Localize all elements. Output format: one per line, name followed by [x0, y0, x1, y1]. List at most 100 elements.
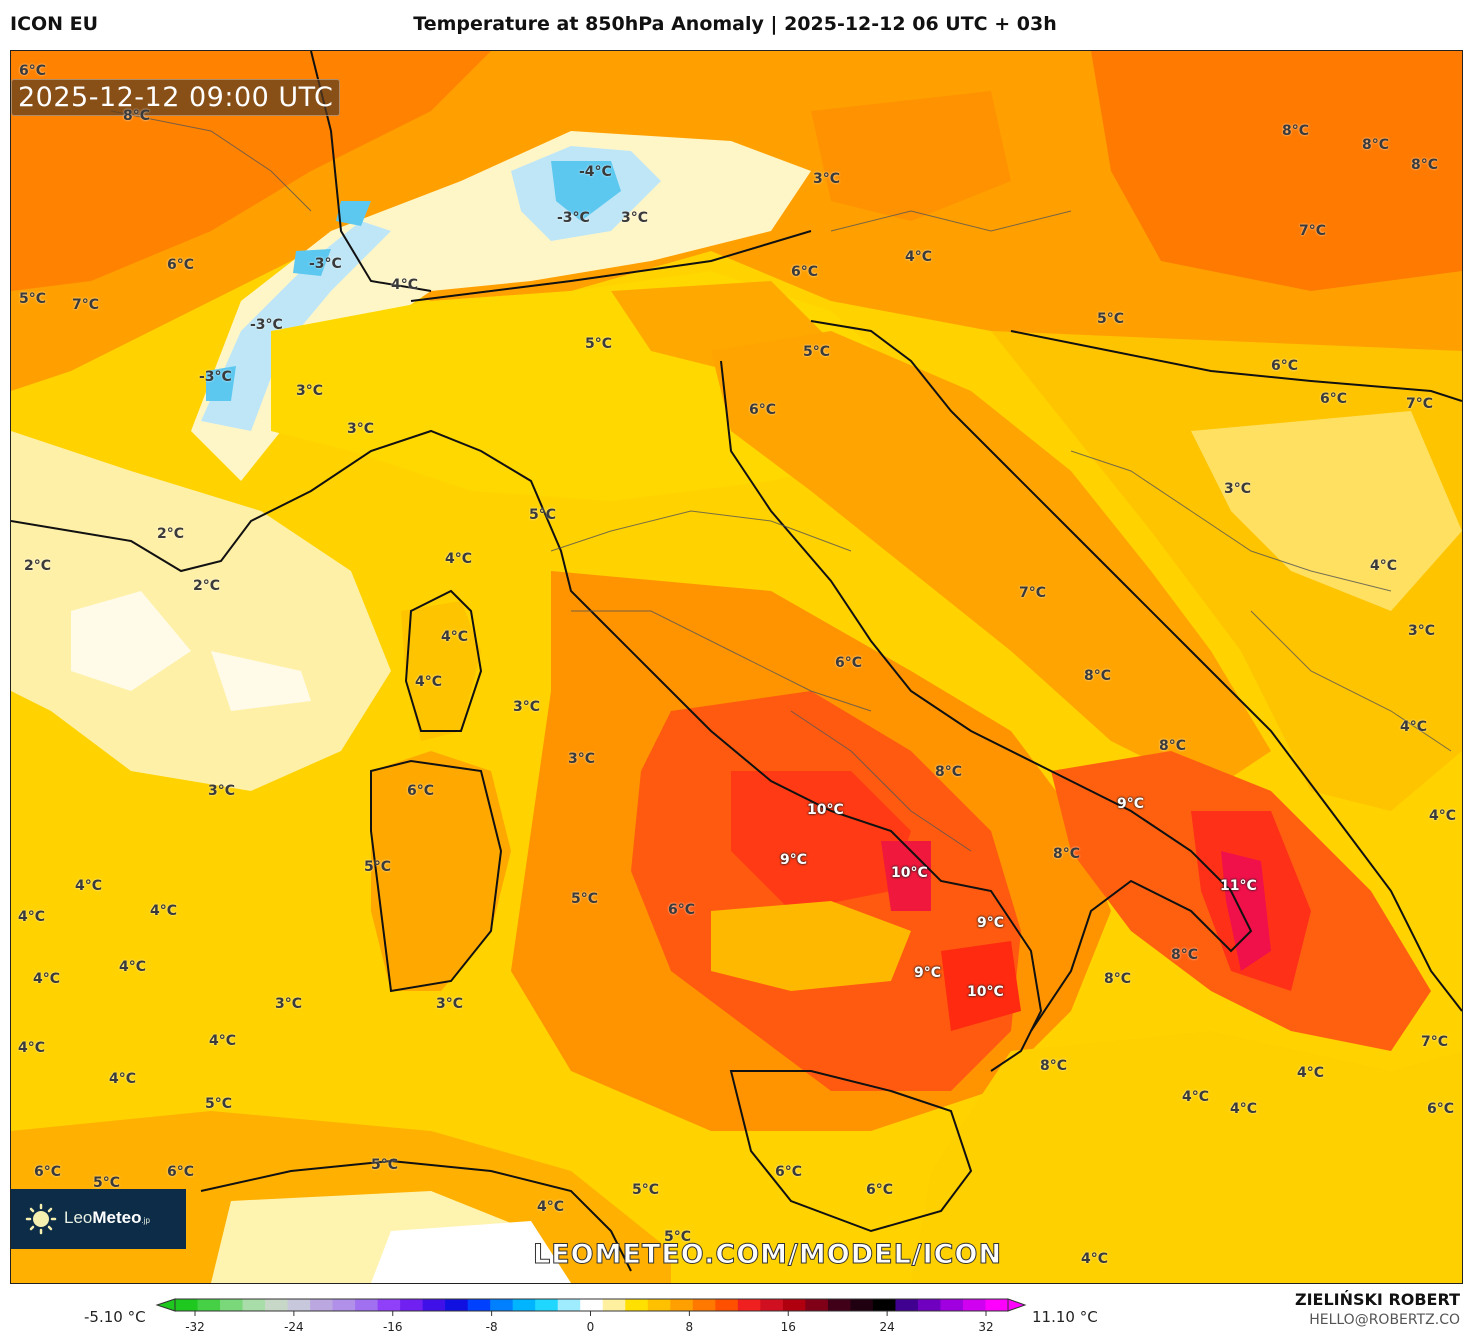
temperature-label: 11°C — [1220, 878, 1257, 894]
temperature-label: 2°C — [193, 578, 221, 594]
colorbar-tick-label: 32 — [978, 1320, 994, 1334]
temperature-label: 6°C — [1320, 391, 1348, 407]
temperature-label: 3°C — [621, 210, 649, 226]
temperature-label: -3°C — [250, 317, 283, 333]
temperature-label: 8°C — [1104, 971, 1132, 987]
temperature-label: 3°C — [296, 383, 324, 399]
temperature-label: -3°C — [199, 369, 232, 385]
temperature-label: 10°C — [807, 802, 844, 818]
temperature-label: 4°C — [441, 629, 469, 645]
temperature-label: 4°C — [537, 1199, 565, 1215]
temperature-label: 5°C — [632, 1182, 660, 1198]
temperature-label: 5°C — [19, 291, 47, 307]
temperature-label: 2°C — [157, 526, 185, 542]
colorbar-tick-label: -8 — [485, 1320, 498, 1334]
temperature-label: 4°C — [1429, 808, 1457, 824]
temperature-label: 5°C — [529, 507, 557, 523]
temperature-label: 6°C — [34, 1164, 62, 1180]
temperature-label: 6°C — [668, 902, 696, 918]
temperature-anomaly-map[interactable]: 2025-12-12 09:00 UTC 6°C 8°C -4°C -3°C 3°C 3°… — [10, 50, 1463, 1284]
temperature-label: 7°C — [1299, 223, 1327, 239]
temperature-label: 5°C — [803, 344, 831, 360]
leometeo-logo[interactable]: LeoMeteo.jp — [11, 1189, 186, 1249]
valid-time-badge: 2025-12-12 09:00 UTC — [11, 79, 341, 116]
temperature-label: 3°C — [1224, 481, 1252, 497]
sun-icon — [25, 1203, 57, 1235]
temperature-label: 5°C — [1097, 311, 1125, 327]
temperature-label: 3°C — [275, 996, 303, 1012]
temperature-label: 3°C — [208, 783, 236, 799]
colorbar-tick-label: 24 — [879, 1320, 895, 1334]
temperature-label: 4°C — [109, 1071, 137, 1087]
temperature-label: 10°C — [967, 984, 1004, 1000]
temperature-label: 10°C — [891, 865, 928, 881]
temperature-label: 8°C — [1171, 947, 1199, 963]
temperature-label: 4°C — [119, 959, 147, 975]
temperature-label: 4°C — [1400, 719, 1428, 735]
temperature-label: 8°C — [1282, 123, 1310, 139]
temperature-label: 8°C — [1362, 137, 1390, 153]
temperature-label: 9°C — [780, 852, 808, 868]
logo-text: LeoMeteo.jp — [64, 1208, 150, 1227]
temperature-label: 6°C — [1271, 358, 1299, 374]
colorbar-tick-label: 8 — [685, 1320, 694, 1334]
temperature-label: 6°C — [167, 1164, 195, 1180]
temperature-label: 3°C — [436, 996, 464, 1012]
map-title: Temperature at 850hPa Anomaly | 2025-12-… — [413, 13, 1057, 35]
colorbar-min-value: -5.10 °C — [84, 1308, 146, 1326]
colorbar-tick-label: -24 — [284, 1320, 304, 1334]
temperature-label: 5°C — [371, 1157, 399, 1173]
temperature-label: -3°C — [557, 210, 590, 226]
temperature-label: 5°C — [585, 336, 613, 352]
author-name: ZIELIŃSKI ROBERT — [1294, 1290, 1460, 1309]
temperature-label: 4°C — [150, 903, 178, 919]
temperature-label: 3°C — [513, 699, 541, 715]
temperature-label: 5°C — [664, 1229, 692, 1245]
temperature-label: 3°C — [568, 751, 596, 767]
temperature-label: 6°C — [407, 783, 435, 799]
colorbar-max-value: 11.10 °C — [1032, 1308, 1098, 1326]
temperature-label: 4°C — [1230, 1101, 1258, 1117]
colorbar-gradient — [155, 1298, 1027, 1316]
temperature-label: 3°C — [347, 421, 375, 437]
model-url-watermark: LEOMETEO.COM/MODEL/ICON — [532, 1239, 1003, 1271]
temperature-label: 8°C — [1084, 668, 1112, 684]
temperature-label: 5°C — [364, 859, 392, 875]
temperature-label: 6°C — [749, 402, 777, 418]
temperature-label: 8°C — [935, 764, 963, 780]
temperature-label: 8°C — [1411, 157, 1439, 173]
temperature-label: 9°C — [977, 915, 1005, 931]
temperature-label: 4°C — [75, 878, 103, 894]
temperature-label: 4°C — [905, 249, 933, 265]
temperature-label: 4°C — [445, 551, 473, 567]
colorbar: -5.10 °C -32 -24 -16 -8 0 8 16 24 32 11.10 °C — [0, 1290, 1470, 1338]
colorbar-tick-label: -32 — [185, 1320, 205, 1334]
temperature-label: 4°C — [209, 1033, 237, 1049]
model-name: ICON EU — [10, 13, 99, 35]
colorbar-tick-label: -16 — [382, 1320, 403, 1334]
colorbar-tick-label: 16 — [780, 1320, 796, 1334]
temperature-label: 5°C — [205, 1096, 233, 1112]
temperature-label: 9°C — [1117, 796, 1145, 812]
map-canvas — [11, 51, 1462, 1283]
temperature-label: 7°C — [72, 297, 100, 313]
temperature-label: 6°C — [1427, 1101, 1455, 1117]
author-email[interactable]: HELLO@ROBERTZ.CO — [1309, 1312, 1460, 1328]
temperature-label: 8°C — [1159, 738, 1187, 754]
temperature-label: 4°C — [391, 277, 419, 293]
temperature-label: 8°C — [1053, 846, 1081, 862]
temperature-label: 4°C — [1297, 1065, 1325, 1081]
temperature-label: 4°C — [1081, 1251, 1109, 1267]
temperature-label: 7°C — [1406, 396, 1434, 412]
temperature-label: 9°C — [914, 965, 942, 981]
temperature-label: 4°C — [18, 909, 46, 925]
temperature-label: 3°C — [813, 171, 841, 187]
colorbar-tick-label: 0 — [586, 1320, 595, 1334]
temperature-label: 5°C — [571, 891, 599, 907]
temperature-label: 8°C — [123, 108, 151, 124]
temperature-label: 6°C — [791, 264, 819, 280]
temperature-label: 2°C — [24, 558, 52, 574]
temperature-label: 6°C — [167, 257, 195, 273]
temperature-label: 4°C — [1370, 558, 1398, 574]
temperature-label: 6°C — [19, 63, 47, 79]
